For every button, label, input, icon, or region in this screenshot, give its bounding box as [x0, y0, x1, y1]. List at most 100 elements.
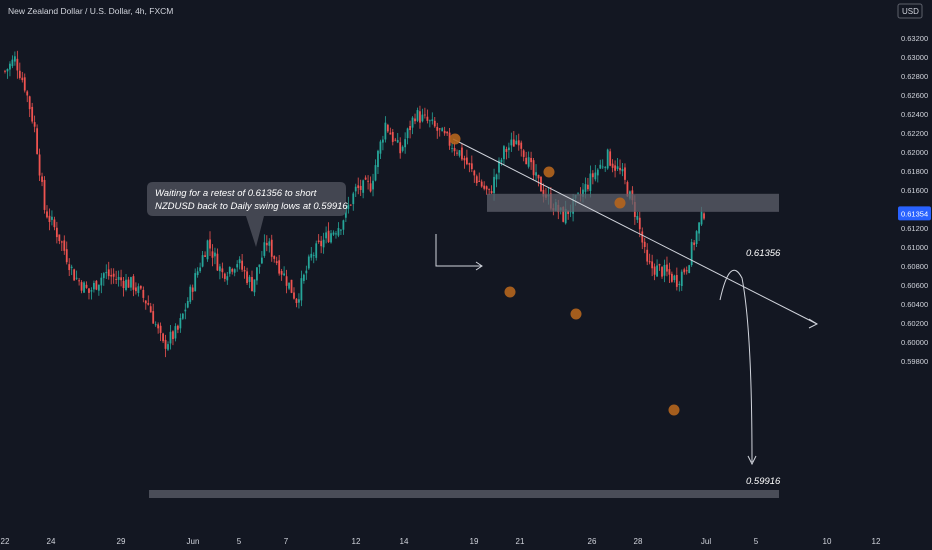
candle-body: [216, 253, 219, 271]
candle-body: [688, 265, 691, 274]
candle-body: [295, 298, 298, 303]
candle-body: [332, 232, 335, 235]
candle-body: [609, 151, 612, 166]
candle-body: [189, 286, 192, 302]
candle-body: [80, 282, 83, 291]
candle-body: [510, 139, 513, 146]
callout[interactable]: Waiting for a retest of 0.61356 to short…: [147, 182, 348, 247]
candle-body: [179, 318, 182, 329]
time-tick-label: 7: [284, 537, 289, 546]
candle-body: [211, 251, 214, 258]
candle-body: [130, 277, 132, 288]
time-axis[interactable]: 22 24 29 Jun 5 7 12 14 19 21 26 28 Jul 5 10 12: [1, 537, 881, 546]
candle-body: [46, 211, 48, 218]
candle-body: [512, 139, 515, 147]
candle-body: [515, 140, 518, 145]
candle-body: [41, 176, 43, 182]
candle-body: [451, 148, 453, 150]
price-tick-label: 0.60400: [901, 300, 928, 309]
candle-body: [690, 242, 693, 266]
candle-body: [60, 241, 63, 243]
candle-body: [562, 207, 565, 222]
resistance-zone[interactable]: [487, 193, 779, 212]
time-tick-label: 12: [352, 537, 361, 546]
candle-body: [394, 139, 397, 141]
candle-body: [206, 240, 209, 260]
candle-body: [683, 269, 686, 273]
price-tick-label: 0.62000: [901, 148, 928, 157]
candle-body: [164, 339, 167, 349]
support-zone[interactable]: [149, 490, 779, 498]
candle-body: [307, 256, 310, 269]
candle-body: [221, 268, 224, 273]
candle-body: [488, 188, 491, 190]
resistance-zone-box: [487, 193, 779, 212]
candle-body: [159, 325, 162, 333]
candle-body: [300, 278, 303, 301]
candle-body: [643, 241, 646, 248]
candle-body: [362, 180, 365, 193]
candle-body: [93, 282, 95, 290]
candle-body: [36, 128, 39, 154]
candles: [4, 50, 705, 358]
candle-body: [409, 126, 411, 131]
candle-body: [391, 132, 394, 142]
time-tick-label: 12: [872, 537, 881, 546]
price-tick-label: 0.61200: [901, 224, 928, 233]
support-label: 0.59916: [746, 476, 781, 487]
candle-body: [354, 186, 357, 192]
candle-body: [73, 269, 76, 281]
time-tick-label: 21: [516, 537, 525, 546]
price-axis[interactable]: USD 0.598000.600000.602000.604000.606000…: [897, 3, 931, 366]
candle-body: [401, 146, 404, 151]
candle-body: [248, 276, 251, 282]
candle-body: [658, 264, 661, 266]
candle-body: [38, 154, 41, 176]
candle-body: [596, 169, 599, 176]
candle-body: [653, 266, 656, 275]
candle-body: [204, 255, 206, 257]
candle-body: [293, 292, 295, 299]
candle-body: [335, 233, 337, 235]
trendline-arrow-icon: [808, 318, 819, 329]
candle-body: [194, 273, 197, 292]
candle-body: [419, 111, 421, 123]
currency-badge-label: USD: [902, 7, 919, 16]
candle-body: [606, 149, 609, 169]
trendline[interactable]: [452, 138, 818, 325]
candle-body: [120, 277, 122, 281]
candle-body: [253, 279, 256, 293]
price-ticks: 0.59800 0.60000 0.60200 0.60400 0.60600 0.608…: [901, 34, 928, 366]
candle-body: [4, 70, 6, 72]
candle-body: [78, 280, 80, 282]
candle-body: [465, 157, 468, 165]
last-price-tag: 0.61354: [898, 206, 931, 221]
candle-body: [527, 157, 530, 167]
candle-body: [100, 277, 103, 286]
candle-body: [478, 180, 481, 182]
candle-body: [406, 128, 409, 139]
candle-body: [414, 118, 416, 122]
currency-badge[interactable]: [897, 3, 923, 19]
candle-body: [325, 232, 327, 239]
candle-body: [226, 276, 229, 281]
candle-body: [105, 272, 108, 274]
candle-body: [135, 287, 137, 292]
projection-arrow-icon: [747, 455, 757, 466]
candle-body: [675, 275, 678, 287]
candle-body: [172, 331, 174, 340]
swing-low-marker: [668, 404, 680, 416]
time-tick-label: Jun: [187, 537, 200, 546]
candle-body: [693, 242, 696, 245]
candle-body: [97, 284, 100, 291]
candle-body: [201, 255, 204, 267]
candle-body: [483, 185, 486, 189]
callout-line-2: NZDUSD back to Daily swing lows at 0.599…: [155, 201, 348, 212]
candle-body: [651, 261, 654, 269]
candle-body: [337, 228, 340, 236]
time-tick-label: 29: [117, 537, 126, 546]
candle-body: [315, 243, 318, 258]
candle-body: [661, 267, 663, 277]
